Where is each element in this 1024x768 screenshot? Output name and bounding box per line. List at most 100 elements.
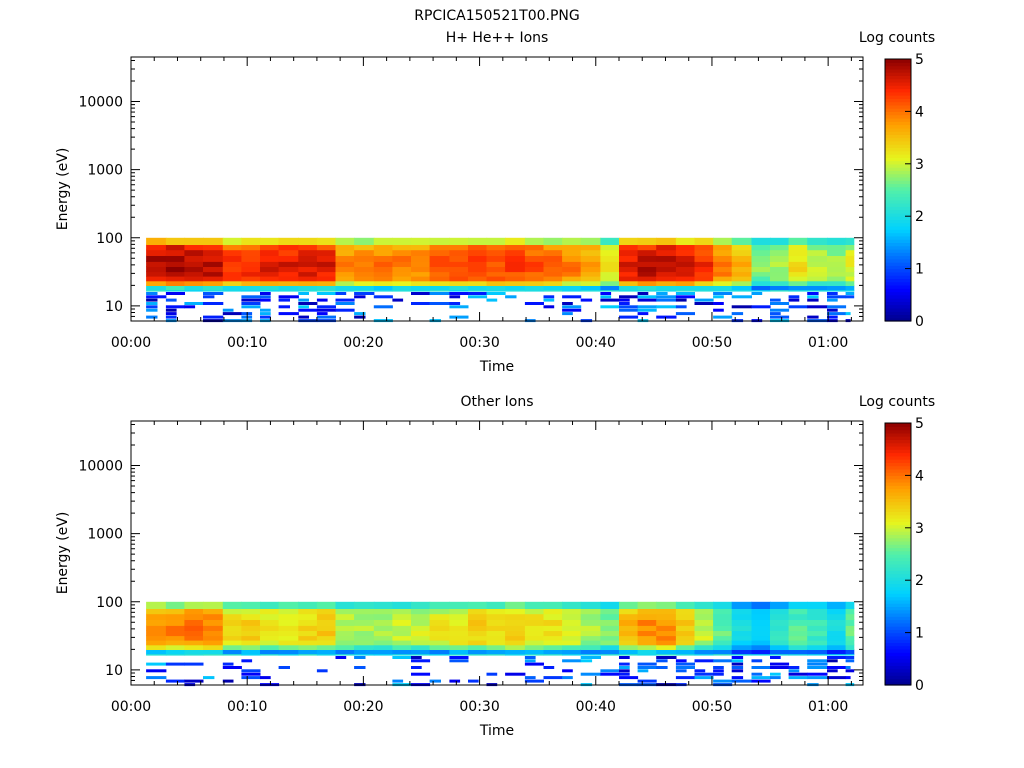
heat-cell xyxy=(429,249,450,256)
colorbar-segment xyxy=(885,59,911,63)
heat-cell xyxy=(619,305,639,309)
heat-cell xyxy=(562,640,582,646)
heat-cell xyxy=(298,613,318,620)
heat-cell xyxy=(298,654,318,656)
heat-cell xyxy=(505,601,526,609)
heat-cell xyxy=(203,619,224,626)
heat-cell xyxy=(298,644,318,650)
colorbar-segment xyxy=(885,242,911,247)
heat-cell xyxy=(146,266,167,273)
heat-cell xyxy=(637,666,657,669)
heat-cell xyxy=(731,285,753,291)
colorbar-segment xyxy=(885,557,911,562)
heat-cell xyxy=(600,237,620,245)
colorbar-segment xyxy=(885,550,911,555)
heat-cell xyxy=(675,662,695,666)
colorbar-segment xyxy=(885,537,911,542)
heat-cell xyxy=(788,644,808,650)
colorbar-segment xyxy=(885,495,911,499)
heat-cell xyxy=(827,613,847,620)
heat-cell xyxy=(751,640,771,646)
heat-cell xyxy=(731,659,744,663)
heat-cell xyxy=(222,261,242,267)
heat-cell xyxy=(241,271,261,277)
heat-cell xyxy=(278,290,299,292)
heat-cell xyxy=(600,672,620,676)
heat-cell xyxy=(807,292,819,295)
heat-cell xyxy=(316,619,337,626)
colorbar-tick-label: 4 xyxy=(915,104,924,120)
heat-cell xyxy=(222,619,242,626)
heat-cell xyxy=(411,244,431,251)
heat-cell xyxy=(637,255,657,262)
heat-cell xyxy=(260,261,280,267)
heat-cell xyxy=(770,640,790,646)
colorbar-segment xyxy=(885,117,911,122)
heat-cell xyxy=(637,619,657,626)
heat-cell xyxy=(411,619,431,626)
heat-cell xyxy=(373,305,393,309)
heat-cell xyxy=(505,280,526,286)
heat-cell xyxy=(373,613,393,620)
heat-cell xyxy=(562,635,582,641)
heat-cell xyxy=(316,290,337,292)
heat-cell xyxy=(486,255,506,262)
x-tick-label: 00:30 xyxy=(459,699,499,715)
heat-cell xyxy=(298,266,318,273)
colorbar-segment xyxy=(885,65,911,70)
heat-cell xyxy=(675,669,687,673)
heat-cell xyxy=(731,280,753,286)
heat-cell xyxy=(656,295,677,299)
colorbar-segment xyxy=(885,98,911,103)
heat-cell xyxy=(713,249,733,256)
heat-cell xyxy=(241,601,261,609)
heat-cell xyxy=(543,619,563,626)
heat-cell xyxy=(731,613,753,620)
heat-cell xyxy=(505,261,526,267)
heat-cell xyxy=(146,640,167,646)
heat-cell xyxy=(562,266,582,273)
heat-cell xyxy=(694,237,714,245)
heat-cell xyxy=(335,298,355,302)
heat-cell xyxy=(543,295,555,299)
colorbar-tick-label: 3 xyxy=(915,157,924,173)
heat-cell xyxy=(222,640,242,646)
heat-cell xyxy=(354,625,375,631)
heat-cell xyxy=(600,630,620,637)
heat-cell xyxy=(770,656,781,659)
y-tick-label: 10 xyxy=(105,663,123,679)
heat-cell xyxy=(580,656,601,659)
heat-cell xyxy=(600,619,620,626)
colorbar-tick-label: 3 xyxy=(915,521,924,537)
heat-cell xyxy=(524,266,545,273)
heat-cell xyxy=(373,649,393,655)
heat-cell xyxy=(751,292,763,295)
heat-cell xyxy=(278,635,299,641)
heat-cell xyxy=(675,292,695,295)
heat-cell xyxy=(580,298,593,302)
heat-cell xyxy=(316,601,337,609)
heat-cell xyxy=(637,292,649,295)
heat-cell xyxy=(807,290,828,292)
heat-cell xyxy=(713,666,724,669)
heat-cell xyxy=(600,285,620,291)
heat-cell xyxy=(524,261,545,267)
heat-cell xyxy=(354,285,375,291)
colorbar-segment xyxy=(885,216,911,221)
heat-cell xyxy=(524,625,545,631)
heat-cell xyxy=(770,608,790,615)
colorbar-segment xyxy=(885,452,911,457)
heat-cell xyxy=(392,237,412,245)
heat-cell xyxy=(203,285,224,291)
colorbar-segment xyxy=(885,635,911,640)
colorbar-segment xyxy=(885,68,911,73)
plot-frame xyxy=(130,56,864,322)
heat-cell xyxy=(731,255,753,262)
heat-cell xyxy=(165,315,177,319)
heat-cell xyxy=(827,625,847,631)
colorbar-segment xyxy=(885,465,911,470)
heat-cell xyxy=(543,255,563,262)
heat-cell xyxy=(562,285,582,291)
heat-cell xyxy=(600,295,612,299)
heat-cell xyxy=(335,619,355,626)
